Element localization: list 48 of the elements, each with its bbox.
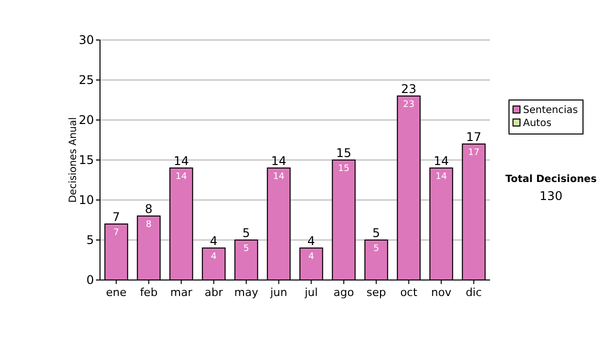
data-label: 4 (308, 252, 314, 262)
total-label: 4 (210, 234, 218, 248)
data-label: 8 (146, 220, 152, 230)
y-tick-label: 5 (86, 233, 94, 247)
x-tick-label: dic (466, 286, 482, 299)
total-label: 15 (336, 146, 352, 160)
data-label: 4 (210, 252, 217, 262)
x-tick-label: jul (304, 286, 318, 299)
data-label: 23 (403, 100, 414, 110)
y-tick-label: 15 (78, 153, 94, 167)
y-tick-label: 10 (78, 193, 94, 207)
data-label: 7 (113, 228, 120, 238)
total-label: 14 (434, 154, 449, 168)
total-label: 5 (242, 226, 250, 240)
total-label: 4 (307, 234, 316, 248)
total-label: 17 (466, 130, 482, 144)
data-label: 14 (176, 172, 188, 182)
x-tick-label: ene (106, 286, 127, 299)
text: 130 (540, 189, 562, 203)
x-tick-label: sep (366, 286, 386, 299)
legend-label: Autos (523, 118, 552, 129)
x-tick-label: ago (334, 286, 354, 299)
data-label: 14 (273, 172, 285, 182)
x-tick-label: abr (204, 286, 224, 299)
x-tick-label: feb (140, 286, 158, 299)
text: Total Decisiones (505, 174, 597, 185)
y-tick-label: 30 (78, 33, 94, 47)
data-label: 15 (338, 164, 350, 174)
data-label: 17 (468, 148, 480, 158)
x-tick-label: nov (431, 286, 452, 299)
data-label: 14 (436, 172, 448, 182)
total-label: 14 (271, 154, 286, 168)
y-tick-label: 0 (86, 273, 94, 287)
y-tick-label: 25 (78, 73, 94, 87)
total-label: 23 (401, 82, 416, 96)
data-label: 5 (373, 244, 380, 254)
x-tick-label: may (234, 286, 259, 299)
total-label: 5 (372, 226, 380, 240)
legend-label: Sentencias (523, 105, 578, 116)
total-label: 7 (112, 210, 120, 224)
total-label: 8 (144, 202, 153, 216)
x-tick-label: oct (400, 286, 418, 299)
total-label: 14 (174, 154, 189, 168)
y-tick-label: 20 (78, 113, 94, 127)
x-tick-label: mar (170, 286, 193, 299)
y-axis-title: Decisiones Anual (68, 117, 79, 203)
data-label: 5 (243, 244, 250, 254)
x-tick-label: jun (269, 286, 288, 299)
